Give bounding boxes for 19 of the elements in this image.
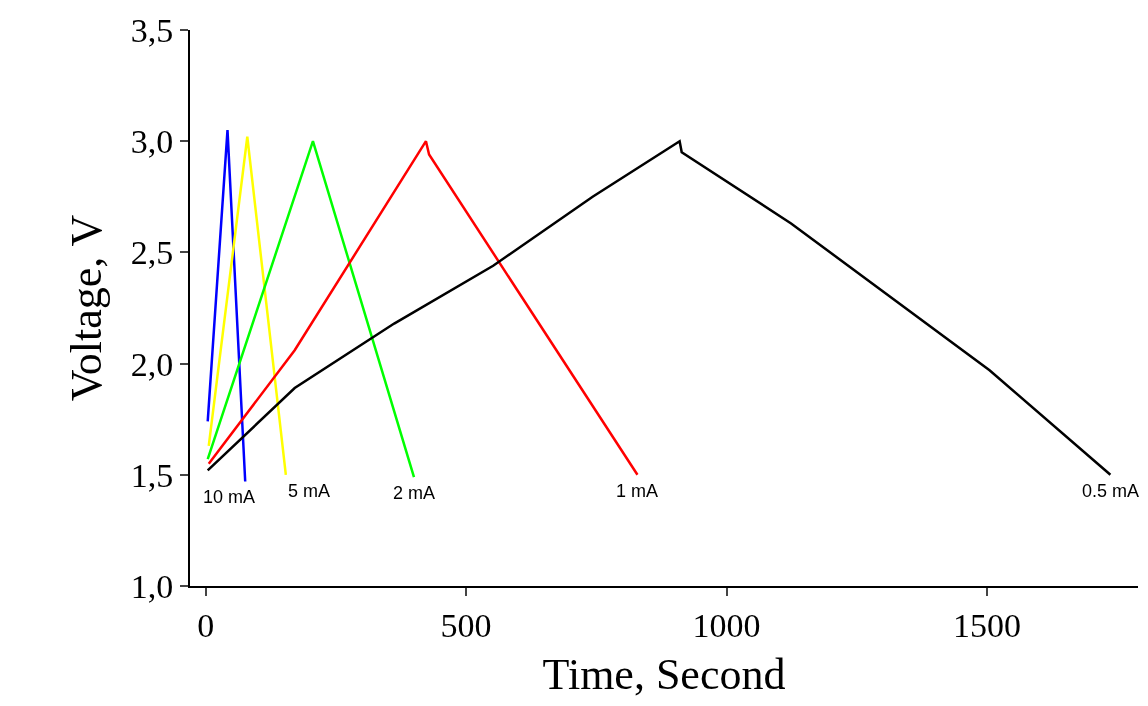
y-tick-label: 2,5 xyxy=(130,234,174,272)
line-series xyxy=(207,139,639,477)
series-label: 1 mA xyxy=(616,481,659,501)
y-tick-label: 3,0 xyxy=(130,123,174,161)
y-axis-title: Voltage, V xyxy=(62,214,112,402)
y-tick-label: 1,5 xyxy=(130,456,174,494)
x-tick-label: 1500 xyxy=(952,606,1021,644)
line-series xyxy=(206,139,1112,477)
y-tick-label: 1,0 xyxy=(130,567,174,605)
x-tick-label: 1000 xyxy=(692,606,761,644)
x-tick-label: 500 xyxy=(440,606,492,644)
series-label: 2 mA xyxy=(393,483,436,503)
y-tick-label: 2,0 xyxy=(130,345,174,383)
series-label: 10 mA xyxy=(203,487,256,507)
series-label: 5 mA xyxy=(288,481,331,501)
y-tick-label: 3,5 xyxy=(130,11,174,49)
x-axis-title: Time, Second xyxy=(542,649,786,699)
x-tick-label: 0 xyxy=(197,606,215,644)
series-label: 0.5 mA xyxy=(1082,481,1140,501)
